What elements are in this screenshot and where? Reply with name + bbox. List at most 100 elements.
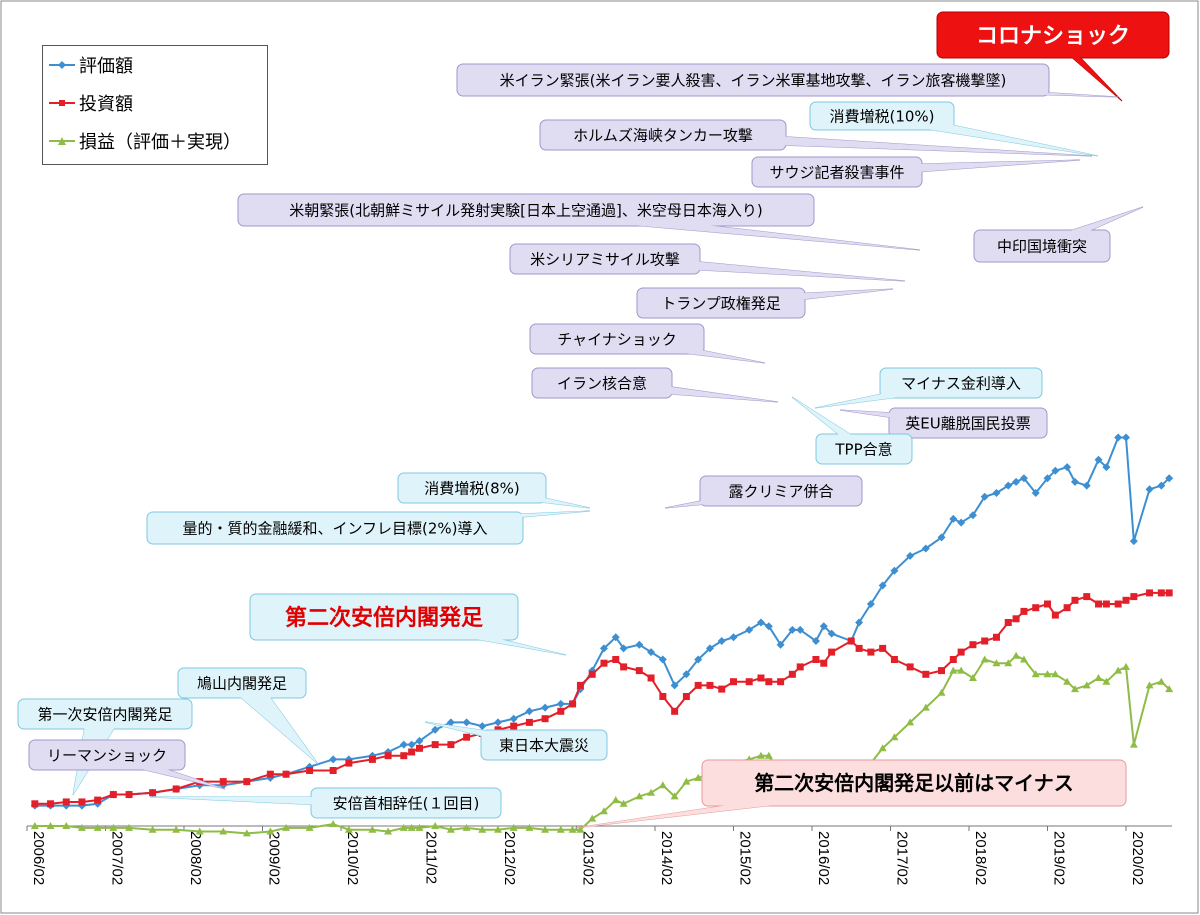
- x-tick-label: 2015/02: [737, 831, 754, 885]
- data-point-investment: [938, 667, 946, 675]
- legend-label-profit: 損益（評価＋実現）: [79, 132, 241, 153]
- data-point-valuation: [658, 655, 667, 664]
- callout-label: 鳩山内閣発足: [197, 674, 287, 692]
- data-point-investment: [1071, 596, 1079, 604]
- data-point-valuation: [1082, 481, 1091, 490]
- callout-label: トランプ政権発足: [661, 294, 781, 312]
- data-point-investment: [306, 767, 314, 774]
- data-point-valuation: [1031, 489, 1040, 497]
- callout-pointer-cover: [526, 204, 920, 250]
- data-point-investment: [431, 741, 439, 749]
- data-point-valuation: [980, 492, 989, 501]
- data-point-investment: [600, 659, 608, 667]
- data-point-investment: [345, 759, 353, 767]
- callout-label: 安倍首相辞任(１回目): [333, 794, 480, 812]
- callout-pointer-cover: [840, 410, 968, 429]
- data-point-investment: [757, 674, 765, 682]
- data-point-investment: [31, 800, 39, 808]
- x-tick-label: 2007/02: [109, 831, 126, 885]
- callout-pointer-cover: [224, 683, 318, 764]
- data-point-investment: [682, 693, 690, 700]
- callout-label: 消費増税(10%): [829, 107, 934, 125]
- legend-label-valuation: 評価額: [79, 56, 133, 77]
- x-tick-label: 2016/02: [815, 831, 832, 885]
- callout-pointer-cover: [617, 333, 765, 363]
- data-point-valuation: [670, 681, 679, 690]
- data-point-valuation: [717, 637, 726, 645]
- data-point-investment: [949, 656, 957, 663]
- legend-swatch-profit: [49, 137, 75, 145]
- data-point-valuation: [1070, 477, 1079, 486]
- data-point-investment: [384, 752, 392, 760]
- data-point-investment: [1063, 604, 1071, 612]
- data-point-investment: [416, 744, 423, 752]
- data-point-profit: [937, 688, 946, 696]
- data-point-valuation: [878, 581, 887, 590]
- data-point-investment: [408, 748, 416, 756]
- data-point-profit: [242, 829, 251, 837]
- data-point-profit: [647, 788, 656, 796]
- data-point-investment: [1130, 593, 1138, 601]
- data-point-investment: [569, 700, 577, 708]
- data-point-investment: [329, 767, 337, 774]
- data-point-valuation: [957, 518, 966, 527]
- data-point-profit: [1012, 651, 1021, 659]
- data-point-investment: [1044, 600, 1051, 608]
- data-point-investment: [730, 678, 737, 686]
- callout-label: コロナショック: [976, 24, 1130, 49]
- data-point-valuation: [788, 625, 797, 634]
- callout-label: 量的・質的金融緩和、インフレ目標(2%)導入: [182, 519, 487, 537]
- data-point-investment: [266, 770, 274, 778]
- callout-pointer-cover: [107, 749, 225, 789]
- data-point-profit: [1019, 655, 1028, 663]
- data-point-investment: [1020, 607, 1028, 615]
- callout-label: サウジ記者殺害事件: [769, 163, 904, 181]
- data-point-valuation: [1145, 485, 1154, 494]
- callout-label: リーマンショック: [47, 746, 167, 764]
- data-point-valuation: [1094, 455, 1103, 464]
- data-point-investment: [125, 791, 133, 799]
- data-point-investment: [243, 778, 251, 786]
- data-point-profit: [415, 823, 424, 831]
- legend: 評価額 投資額 損益（評価＋実現）: [42, 45, 268, 165]
- data-point-investment: [1095, 600, 1103, 608]
- data-point-profit: [1094, 674, 1103, 681]
- data-point-valuation: [415, 736, 424, 745]
- data-point-investment: [812, 656, 820, 663]
- callout-label: 露クリミア併合: [728, 482, 833, 500]
- data-point-valuation: [541, 703, 550, 712]
- callout-label: 東日本大震災: [499, 736, 589, 754]
- data-point-investment: [671, 707, 679, 715]
- callout-label: 中印国境衝突: [997, 237, 1087, 255]
- data-point-profit: [682, 777, 691, 785]
- data-point-investment: [172, 785, 180, 793]
- data-point-valuation: [906, 551, 915, 560]
- x-tick-label: 2014/02: [658, 831, 675, 885]
- data-point-investment: [957, 648, 965, 656]
- data-point-profit: [125, 823, 134, 831]
- data-point-profit: [431, 822, 440, 829]
- data-point-valuation: [1012, 477, 1021, 486]
- data-point-investment: [879, 644, 887, 652]
- callout-label: 第一次安倍内閣発足: [37, 705, 172, 723]
- data-point-valuation: [1019, 474, 1028, 483]
- data-point-investment: [1122, 596, 1130, 604]
- data-point-investment: [1102, 600, 1110, 608]
- data-point-profit: [368, 825, 377, 833]
- data-point-investment: [1146, 589, 1154, 597]
- data-point-investment: [149, 789, 157, 797]
- legend-item-profit: 損益（評価＋実現）: [49, 128, 241, 154]
- data-point-valuation: [890, 566, 899, 575]
- data-point-investment: [694, 681, 702, 689]
- data-point-valuation: [796, 625, 805, 634]
- data-point-investment: [541, 715, 549, 723]
- data-point-valuation: [329, 755, 338, 764]
- data-point-investment: [922, 670, 930, 678]
- x-tick-label: 2018/02: [972, 831, 989, 885]
- data-point-investment: [447, 741, 455, 749]
- data-point-profit: [1063, 677, 1072, 685]
- data-point-profit: [1114, 666, 1123, 674]
- data-point-investment: [94, 796, 102, 804]
- data-point-investment: [992, 633, 1000, 641]
